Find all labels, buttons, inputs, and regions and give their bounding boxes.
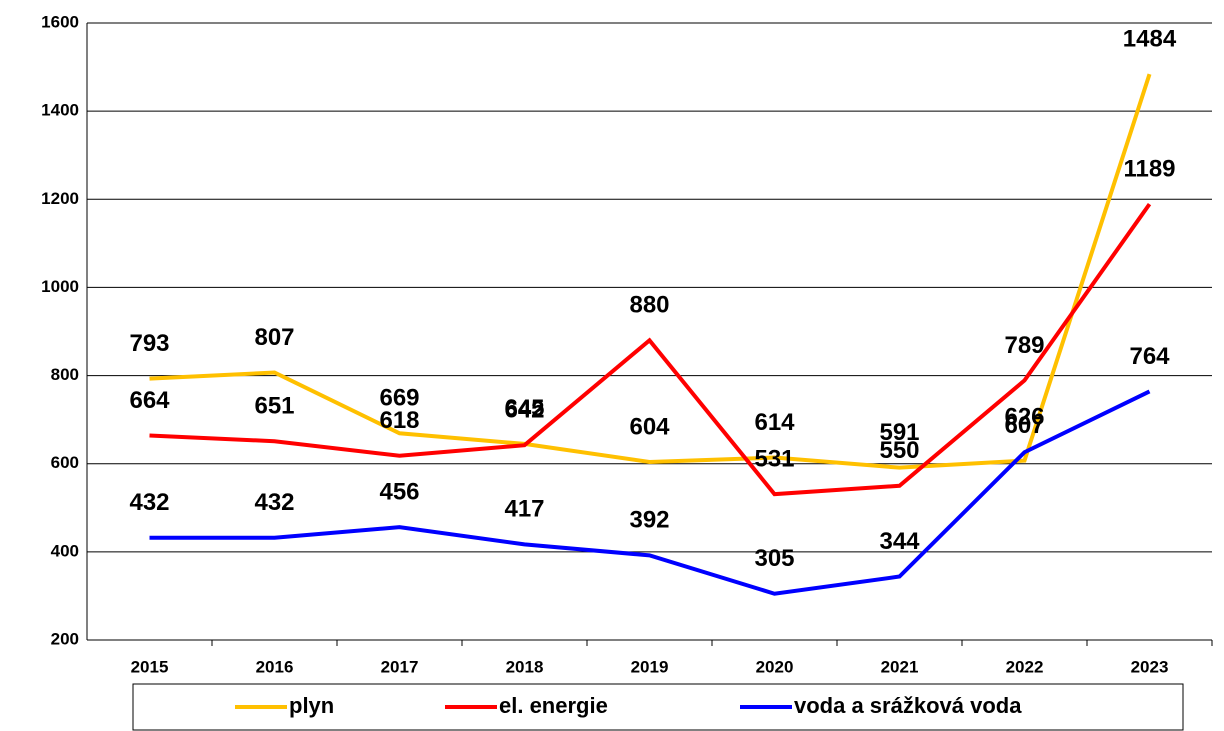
x-tick-label: 2021 — [881, 657, 919, 676]
x-tick-label: 2020 — [756, 657, 794, 676]
legend-label: voda a srážková voda — [794, 693, 1022, 718]
data-label: 417 — [504, 496, 544, 523]
series-line — [149, 389, 1151, 596]
data-label: 645 — [504, 395, 544, 422]
data-label: 591 — [879, 419, 919, 446]
x-tick-label: 2018 — [506, 657, 544, 676]
data-label: 432 — [254, 489, 294, 516]
x-tick-label: 2019 — [631, 657, 669, 676]
data-label: 344 — [879, 528, 920, 555]
data-label: 432 — [129, 489, 169, 516]
data-label: 618 — [379, 407, 419, 434]
data-label: 531 — [754, 445, 794, 472]
data-label: 305 — [754, 545, 794, 572]
y-tick-label: 200 — [51, 629, 79, 648]
data-label: 607 — [1004, 412, 1044, 439]
data-label: 664 — [129, 387, 170, 414]
data-label: 604 — [629, 413, 670, 440]
legend-label: el. energie — [499, 693, 608, 718]
x-tick-label: 2015 — [131, 657, 169, 676]
y-tick-label: 400 — [51, 541, 79, 560]
legend-box — [132, 683, 1184, 731]
data-label: 651 — [254, 393, 294, 420]
legend-label: plyn — [289, 693, 334, 718]
series-line — [149, 202, 1152, 497]
data-label: 789 — [1004, 332, 1044, 359]
y-tick-label: 1200 — [41, 189, 79, 208]
y-tick-label: 1400 — [41, 101, 79, 120]
data-label: 642 — [504, 397, 544, 424]
y-tick-label: 1600 — [41, 12, 79, 31]
y-tick-label: 600 — [51, 453, 79, 472]
data-label: 626 — [1004, 404, 1044, 431]
data-label: 807 — [254, 324, 294, 351]
data-label: 669 — [379, 385, 419, 412]
y-tick-label: 1000 — [41, 277, 79, 296]
data-label: 1189 — [1123, 155, 1175, 182]
data-label: 456 — [379, 479, 419, 506]
x-tick-label: 2017 — [381, 657, 419, 676]
data-label: 614 — [754, 409, 795, 436]
y-tick-label: 800 — [51, 365, 79, 384]
x-tick-label: 2016 — [256, 657, 294, 676]
x-tick-label: 2023 — [1131, 657, 1169, 676]
series-line — [149, 73, 1152, 470]
x-tick-label: 2022 — [1006, 657, 1044, 676]
data-label: 764 — [1129, 343, 1170, 370]
data-label: 880 — [629, 292, 669, 319]
data-label: 793 — [129, 330, 169, 357]
data-label: 550 — [879, 437, 919, 464]
data-label: 392 — [629, 507, 669, 534]
data-label: 1484 — [1123, 25, 1177, 52]
